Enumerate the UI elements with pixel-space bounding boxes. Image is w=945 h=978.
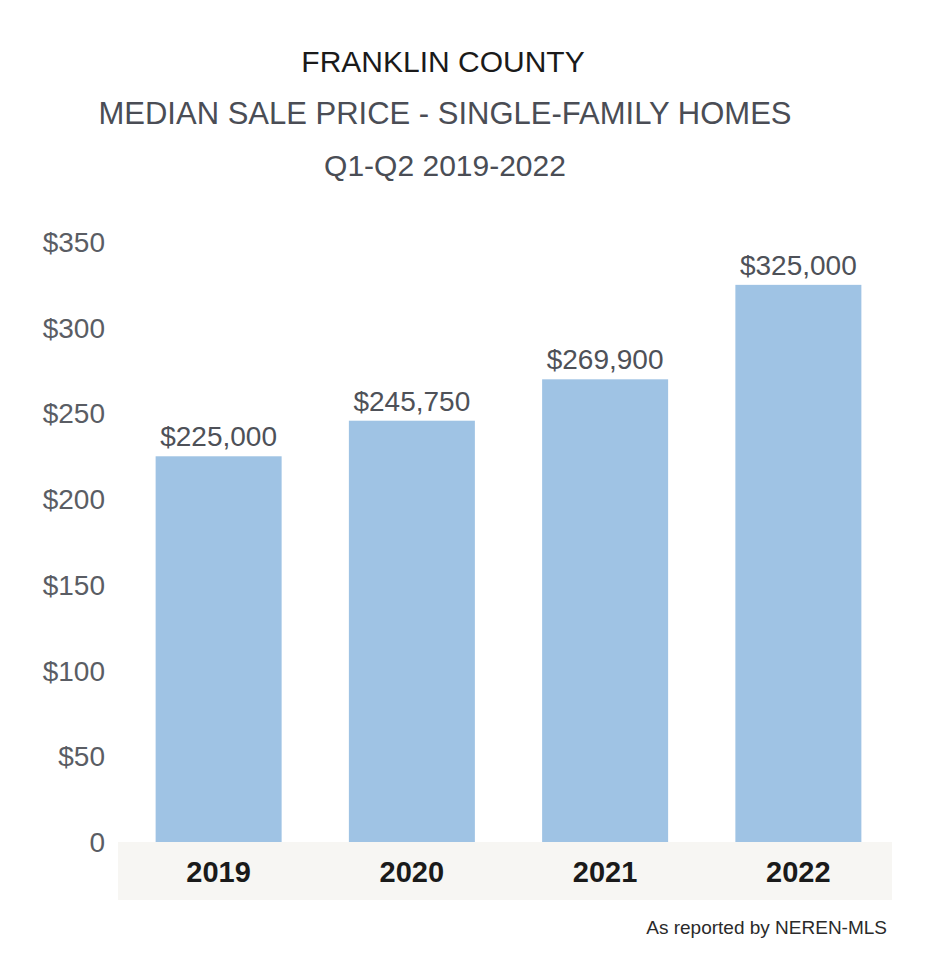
subtitle: Q1-Q2 2019-2022 [324,149,566,182]
title: FRANKLIN COUNTY [301,45,584,78]
y-tick-label: $150 [43,570,105,601]
bar [156,456,282,842]
x-tick-label: 2020 [380,856,445,888]
y-tick-label: $300 [43,313,105,344]
bar [349,421,475,842]
bar [735,285,861,842]
source-note: As reported by NEREN-MLS [646,917,887,938]
bars [156,285,862,842]
data-label: $325,000 [740,250,857,281]
x-tick-label: 2021 [573,856,638,888]
y-tick-label: $50 [58,741,105,772]
subtitle: MEDIAN SALE PRICE - SINGLE-FAMILY HOMES [98,96,791,131]
data-label: $245,750 [353,386,470,417]
y-tick-label: $250 [43,398,105,429]
data-label: $225,000 [160,421,277,452]
chart: FRANKLIN COUNTY MEDIAN SALE PRICE - SINGL… [0,0,945,978]
y-tick-label: $200 [43,484,105,515]
bar [542,379,668,842]
category-band [118,842,892,900]
data-label: $269,900 [547,344,664,375]
x-tick-label: 2019 [186,856,251,888]
x-tick-label: 2022 [766,856,831,888]
y-tick-label: $350 [43,227,105,258]
y-tick-label: 0 [89,827,105,858]
y-tick-label: $100 [43,656,105,687]
